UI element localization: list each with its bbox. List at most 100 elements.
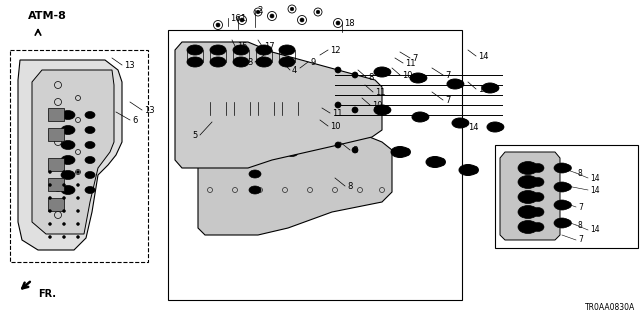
Circle shape: [63, 171, 65, 173]
Ellipse shape: [210, 97, 226, 108]
Ellipse shape: [285, 148, 298, 156]
Circle shape: [77, 171, 79, 173]
Circle shape: [290, 7, 294, 11]
Circle shape: [336, 21, 340, 25]
Text: FR.: FR.: [38, 289, 56, 299]
Ellipse shape: [491, 84, 499, 92]
Ellipse shape: [187, 45, 203, 55]
Text: TR0AA0830A: TR0AA0830A: [585, 303, 635, 313]
Ellipse shape: [85, 111, 95, 118]
Text: 6: 6: [132, 116, 138, 124]
Circle shape: [488, 124, 493, 130]
Text: 1: 1: [240, 13, 245, 22]
Ellipse shape: [279, 45, 295, 55]
Text: 10: 10: [402, 70, 413, 79]
Polygon shape: [48, 128, 64, 141]
Text: 16: 16: [230, 13, 241, 22]
Circle shape: [352, 72, 358, 78]
Text: 10: 10: [372, 100, 383, 109]
Circle shape: [256, 10, 260, 14]
Ellipse shape: [374, 67, 390, 77]
Ellipse shape: [421, 114, 429, 121]
Polygon shape: [48, 198, 64, 211]
Ellipse shape: [518, 190, 538, 204]
Text: 9: 9: [310, 58, 316, 67]
Circle shape: [77, 183, 79, 187]
Circle shape: [77, 210, 79, 212]
Text: 11: 11: [375, 87, 385, 97]
Text: 8: 8: [368, 73, 373, 82]
Polygon shape: [495, 145, 638, 248]
Ellipse shape: [554, 182, 570, 192]
Text: 14: 14: [478, 52, 488, 60]
Ellipse shape: [210, 45, 226, 55]
Text: 18: 18: [344, 19, 355, 28]
Ellipse shape: [518, 220, 538, 234]
Ellipse shape: [436, 158, 445, 166]
Ellipse shape: [456, 81, 464, 87]
Ellipse shape: [249, 138, 261, 146]
Circle shape: [335, 67, 341, 73]
Circle shape: [300, 18, 304, 22]
Ellipse shape: [447, 79, 463, 89]
Text: 2: 2: [257, 5, 262, 14]
Circle shape: [352, 147, 358, 153]
Ellipse shape: [532, 207, 544, 217]
Ellipse shape: [279, 57, 295, 67]
Ellipse shape: [426, 156, 444, 167]
Ellipse shape: [234, 109, 250, 121]
Circle shape: [49, 236, 51, 238]
Ellipse shape: [249, 170, 261, 178]
Ellipse shape: [518, 205, 538, 219]
Circle shape: [454, 121, 458, 125]
Text: 13: 13: [144, 106, 155, 115]
Ellipse shape: [246, 148, 259, 156]
Text: 8: 8: [347, 181, 353, 190]
Ellipse shape: [258, 97, 274, 108]
Polygon shape: [198, 95, 392, 235]
Circle shape: [352, 107, 358, 113]
Circle shape: [63, 222, 65, 226]
Polygon shape: [500, 152, 560, 240]
Ellipse shape: [374, 105, 390, 115]
Text: 7: 7: [412, 53, 417, 62]
Ellipse shape: [61, 156, 75, 164]
Ellipse shape: [401, 148, 410, 156]
Text: 7: 7: [578, 236, 583, 244]
Ellipse shape: [233, 45, 249, 55]
Ellipse shape: [563, 183, 572, 190]
Text: ATM-8: ATM-8: [28, 11, 67, 21]
Text: 12: 12: [330, 45, 340, 54]
Circle shape: [335, 102, 341, 108]
Circle shape: [392, 149, 398, 155]
Ellipse shape: [518, 162, 538, 174]
Ellipse shape: [205, 148, 218, 156]
Ellipse shape: [383, 68, 391, 76]
Circle shape: [49, 210, 51, 212]
Text: 14: 14: [478, 84, 488, 93]
Ellipse shape: [282, 109, 298, 121]
Polygon shape: [48, 108, 64, 121]
Text: 11: 11: [332, 108, 342, 117]
Text: 15: 15: [237, 42, 248, 51]
Ellipse shape: [256, 57, 272, 67]
Circle shape: [49, 183, 51, 187]
Text: 10: 10: [330, 122, 340, 131]
Text: 13: 13: [124, 60, 134, 69]
Circle shape: [413, 115, 419, 119]
Ellipse shape: [282, 97, 298, 108]
Ellipse shape: [532, 193, 544, 202]
Text: 14: 14: [590, 226, 600, 235]
Ellipse shape: [187, 57, 203, 67]
Text: 8: 8: [352, 146, 357, 155]
Polygon shape: [48, 178, 64, 191]
Ellipse shape: [532, 164, 544, 172]
Ellipse shape: [496, 124, 504, 131]
Ellipse shape: [461, 119, 469, 126]
Text: 11: 11: [405, 59, 415, 68]
Ellipse shape: [554, 163, 570, 173]
Ellipse shape: [266, 148, 278, 156]
Circle shape: [460, 167, 466, 173]
Ellipse shape: [482, 83, 498, 93]
Circle shape: [49, 196, 51, 199]
